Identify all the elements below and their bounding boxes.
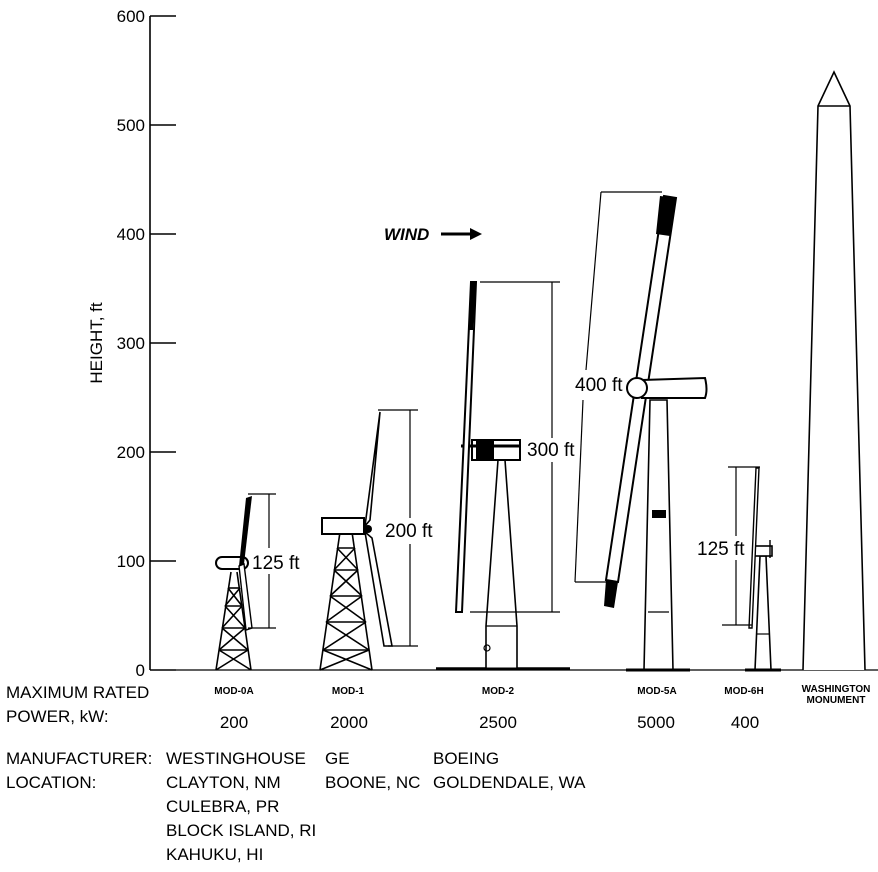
mod-5a-blade-tip-upper bbox=[656, 196, 676, 236]
mod-5a-blade-tip-lower bbox=[604, 580, 618, 608]
model-name-mod-5a: MOD-5A bbox=[637, 686, 676, 697]
mod-0a-blade-upper bbox=[239, 496, 252, 566]
location-label: LOCATION: bbox=[6, 773, 96, 792]
tick-label-0: 0 bbox=[136, 661, 145, 680]
model-name-mod-0a: MOD-0A bbox=[214, 686, 253, 697]
mod-2-dimension bbox=[470, 281, 560, 613]
mod-2-tower bbox=[436, 459, 570, 669]
tick-label-500: 500 bbox=[117, 116, 145, 135]
location-westinghouse-3: BLOCK ISLAND, RI bbox=[166, 821, 316, 840]
turbine-mod-6h: 125 ft bbox=[697, 466, 781, 672]
mod-1-rotor-label: 200 ft bbox=[385, 521, 433, 542]
mod-0a-tower bbox=[215, 571, 252, 671]
mod-0a-dimension bbox=[248, 493, 276, 629]
tick-label-400: 400 bbox=[117, 225, 145, 244]
axis-title: HEIGHT, ft bbox=[87, 302, 106, 384]
mod-1-blade-lower bbox=[363, 529, 393, 647]
mod-5a-tower bbox=[643, 399, 674, 671]
power-value-mod-0a: 200 bbox=[220, 713, 248, 732]
monument-name-line1: WASHINGTON bbox=[802, 684, 871, 695]
power-label-line1: MAXIMUM RATED bbox=[6, 683, 149, 702]
manufacturer-ge: GE bbox=[325, 749, 350, 768]
mod-1-hub bbox=[364, 525, 372, 533]
mod-2-door bbox=[483, 644, 491, 652]
mod-2-blade-tip bbox=[469, 282, 476, 330]
turbine-mod-0a: 125 ft bbox=[215, 493, 300, 671]
power-value-mod-6h: 400 bbox=[731, 713, 759, 732]
location-boeing: GOLDENDALE, WA bbox=[433, 773, 586, 792]
mod-2-rotor-label: 300 ft bbox=[527, 440, 575, 461]
location-westinghouse-1: CLAYTON, NM bbox=[166, 773, 281, 792]
mod-5a-tower-band bbox=[652, 510, 666, 518]
manufacturer-boeing: BOEING bbox=[433, 749, 499, 768]
mod-5a-rotor-label: 400 ft bbox=[575, 375, 623, 396]
mod-2-nacelle-front bbox=[476, 440, 494, 460]
mod-6h-blade bbox=[748, 467, 760, 629]
mod-1-blade-upper bbox=[363, 411, 381, 529]
mod-5a-dimension bbox=[574, 191, 662, 583]
location-westinghouse-4: KAHUKU, HI bbox=[166, 845, 263, 864]
power-value-mod-2: 2500 bbox=[479, 713, 517, 732]
mod-5a-hub bbox=[626, 377, 648, 399]
monument-shaft bbox=[802, 70, 866, 671]
wind-label: WIND bbox=[384, 225, 429, 244]
location-westinghouse-2: CULEBRA, PR bbox=[166, 797, 279, 816]
model-name-mod-1: MOD-1 bbox=[332, 686, 365, 697]
power-label-line2: POWER, kW: bbox=[6, 707, 109, 726]
mod-0a-rotor-label: 125 ft bbox=[252, 553, 300, 574]
turbine-mod-1: 200 ft bbox=[319, 409, 433, 671]
washington-monument bbox=[802, 70, 866, 671]
turbine-mod-5a: 400 ft bbox=[574, 191, 708, 672]
power-value-mod-1: 2000 bbox=[330, 713, 368, 732]
wind-indicator: WIND bbox=[384, 225, 482, 244]
location-ge: BOONE, NC bbox=[325, 773, 420, 792]
mod-1-tower bbox=[319, 531, 373, 671]
manufacturer-westinghouse: WESTINGHOUSE bbox=[166, 749, 306, 768]
turbine-mod-2: 300 ft bbox=[436, 281, 575, 671]
wind-arrow-icon bbox=[470, 228, 482, 240]
mod-5a-nacelle bbox=[641, 376, 708, 399]
mod-1-dimension bbox=[378, 409, 418, 647]
tick-label-100: 100 bbox=[117, 552, 145, 571]
model-name-mod-2: MOD-2 bbox=[482, 686, 515, 697]
height-axis: 600 500 400 300 200 100 0 HEIGHT, ft bbox=[87, 7, 176, 680]
power-value-mod-5a: 5000 bbox=[637, 713, 675, 732]
mod-6h-dimension bbox=[722, 466, 760, 626]
mod-6h-tower bbox=[754, 555, 772, 671]
model-name-mod-6h: MOD-6H bbox=[724, 686, 763, 697]
monument-name-line2: MONUMENT bbox=[807, 695, 866, 706]
mod-1-nacelle bbox=[321, 517, 365, 535]
mod-6h-rotor-label: 125 ft bbox=[697, 539, 745, 560]
tick-label-600: 600 bbox=[117, 7, 145, 26]
manufacturer-label: MANUFACTURER: bbox=[6, 749, 152, 768]
tick-label-300: 300 bbox=[117, 334, 145, 353]
tick-label-200: 200 bbox=[117, 443, 145, 462]
